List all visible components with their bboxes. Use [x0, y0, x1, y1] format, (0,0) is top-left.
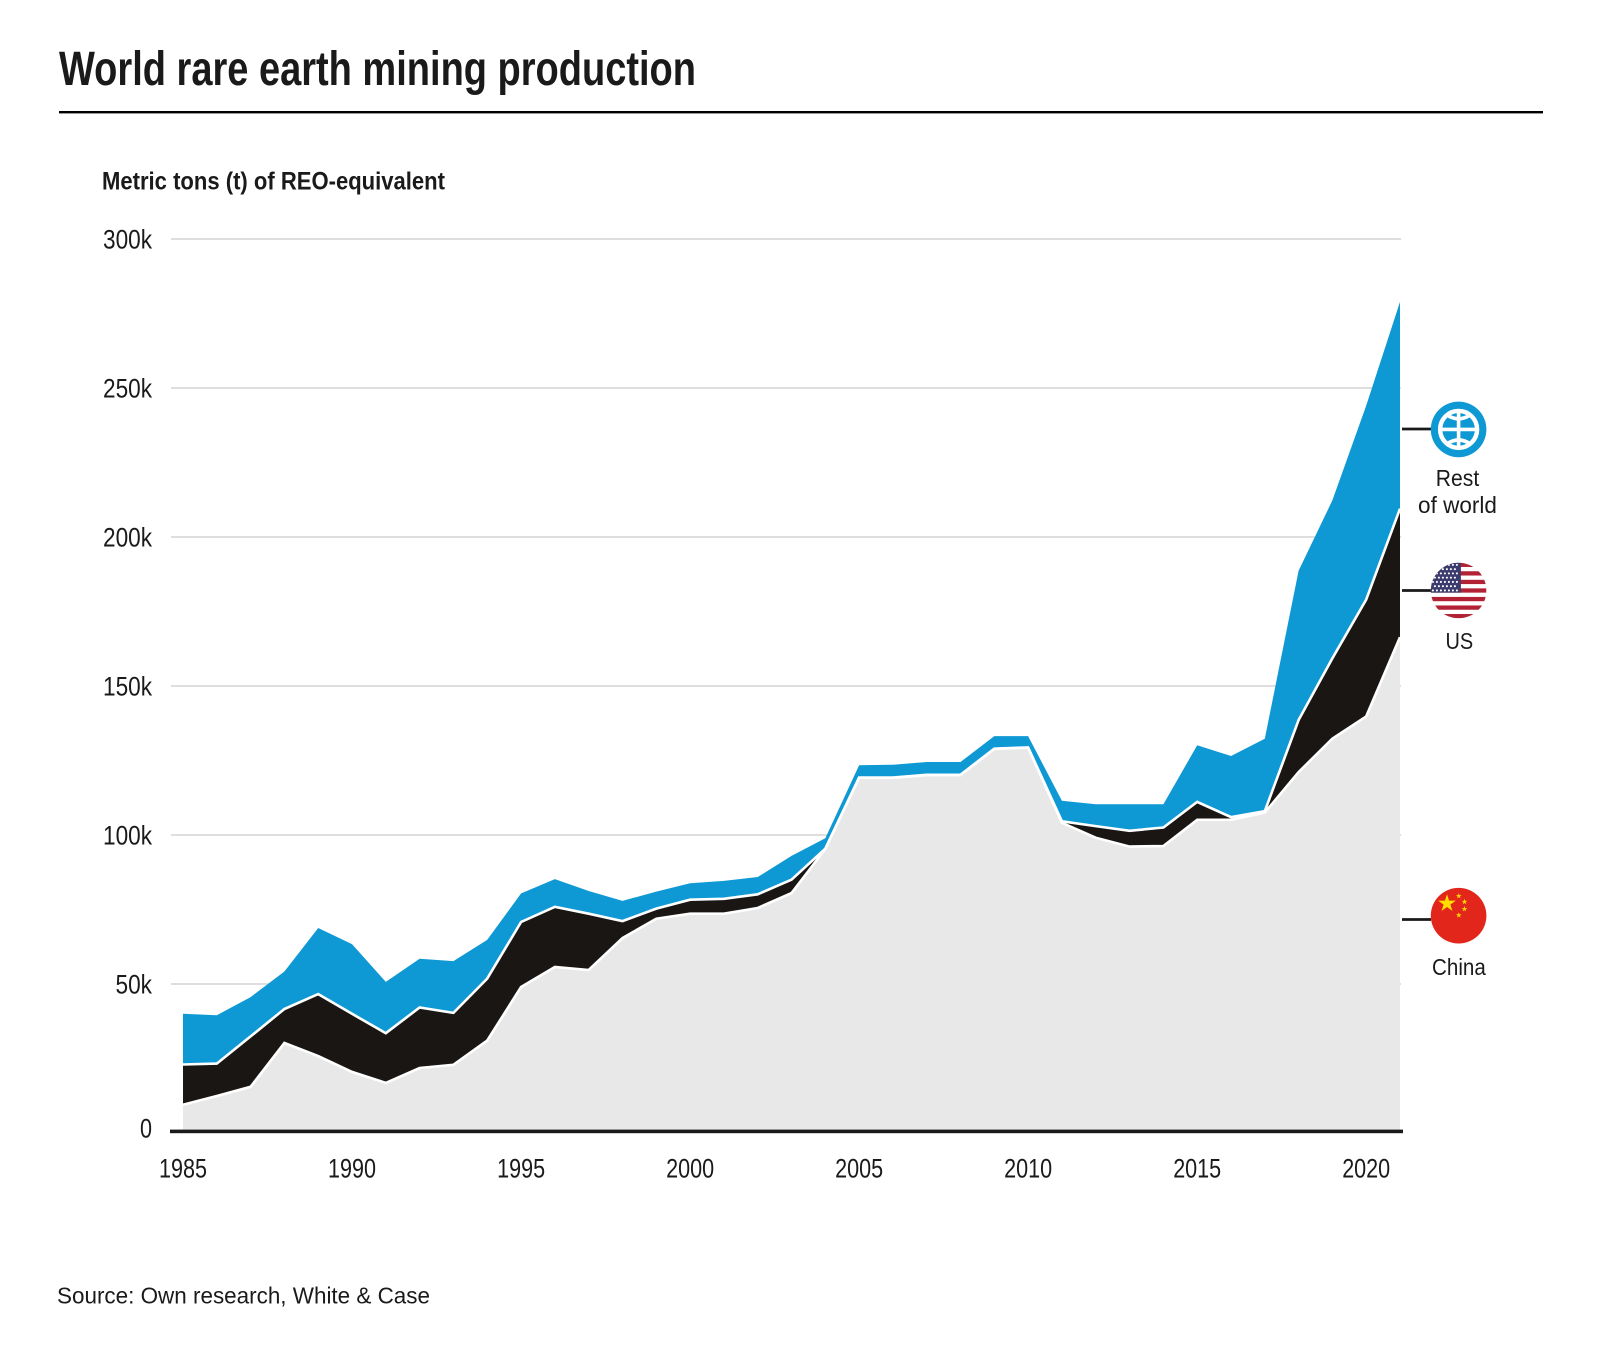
- svg-text:1985: 1985: [159, 1154, 207, 1184]
- svg-text:1995: 1995: [497, 1154, 545, 1184]
- svg-text:50k: 50k: [116, 970, 153, 1000]
- svg-text:China: China: [1432, 954, 1487, 980]
- svg-text:1990: 1990: [328, 1154, 376, 1184]
- svg-text:Source: Own research, White &: Source: Own research, White & Case: [57, 1283, 430, 1309]
- svg-text:100k: 100k: [103, 821, 152, 851]
- svg-text:US: US: [1445, 628, 1473, 654]
- svg-text:2000: 2000: [666, 1154, 714, 1184]
- svg-text:300k: 300k: [103, 225, 152, 255]
- svg-text:2010: 2010: [1004, 1154, 1052, 1184]
- svg-text:Metric tons (t) of REO-equival: Metric tons (t) of REO-equivalent: [102, 168, 446, 196]
- svg-text:200k: 200k: [103, 523, 152, 553]
- svg-text:Rest: Rest: [1436, 465, 1480, 491]
- svg-text:0: 0: [140, 1114, 152, 1144]
- svg-text:of world: of world: [1418, 492, 1497, 518]
- svg-text:World rare earth mining produc: World rare earth mining production: [59, 43, 696, 96]
- svg-text:2005: 2005: [835, 1154, 883, 1184]
- svg-text:150k: 150k: [103, 672, 152, 702]
- svg-text:2015: 2015: [1173, 1154, 1221, 1184]
- svg-text:250k: 250k: [103, 374, 152, 404]
- svg-text:2020: 2020: [1342, 1154, 1390, 1184]
